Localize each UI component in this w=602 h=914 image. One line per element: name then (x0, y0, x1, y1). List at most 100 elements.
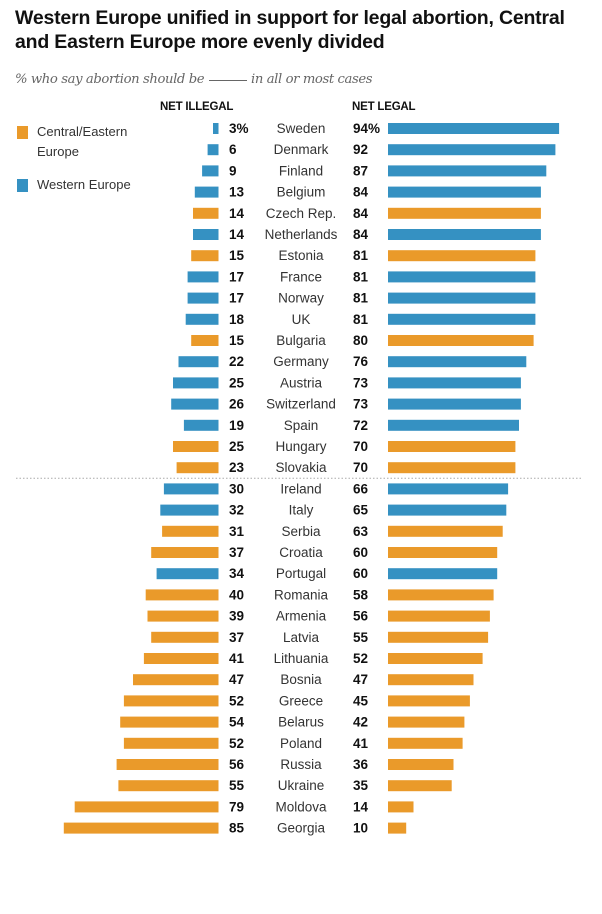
bar-illegal-switzerland (171, 398, 219, 410)
bar-legal-slovakia (388, 462, 516, 474)
label-country-norway: Norway (278, 291, 324, 306)
bar-legal-netherlands (388, 229, 541, 240)
label-country-romania: Romania (274, 587, 329, 602)
bar-illegal-slovakia (176, 462, 219, 474)
bar-illegal-portugal (156, 568, 219, 580)
bar-legal-czech-rep (388, 207, 541, 219)
bar-illegal-romania (145, 589, 219, 601)
label-country-slovakia: Slovakia (275, 460, 327, 475)
label-illegal-spain: 19 (229, 418, 244, 433)
label-legal-latvia: 55 (353, 630, 369, 645)
label-country-czech-rep: Czech Rep. (266, 206, 337, 221)
bar-legal-italy (388, 504, 507, 516)
bar-illegal-bosnia (133, 674, 219, 686)
chart-subtitle: % who say abortion should be in all or m… (15, 72, 373, 87)
label-legal-ukraine: 35 (353, 778, 369, 793)
label-legal-finland: 87 (353, 163, 368, 178)
bar-legal-romania (388, 589, 494, 601)
bar-legal-austria (388, 377, 521, 389)
label-legal-italy: 65 (353, 503, 369, 518)
bar-illegal-poland (123, 737, 219, 749)
label-legal-romania: 58 (353, 587, 369, 602)
label-country-belgium: Belgium (277, 185, 326, 200)
label-legal-bosnia: 47 (353, 672, 368, 687)
bar-legal-hungary (388, 441, 516, 452)
label-illegal-estonia: 15 (229, 248, 245, 263)
bar-legal-moldova (388, 801, 414, 813)
legend-swatch-west (17, 179, 28, 192)
label-country-latvia: Latvia (283, 630, 320, 645)
label-country-ukraine: Ukraine (278, 778, 325, 793)
bar-illegal-austria (173, 377, 219, 389)
legend-label-cee: Central/Eastern Europe (37, 124, 128, 159)
label-country-estonia: Estonia (278, 248, 324, 263)
label-country-france: France (280, 269, 322, 284)
bar-legal-finland (388, 165, 547, 177)
bar-illegal-hungary (173, 441, 219, 452)
label-illegal-georgia: 85 (229, 821, 245, 836)
label-illegal-armenia: 39 (229, 609, 244, 624)
label-legal-france: 81 (353, 269, 369, 284)
label-country-denmark: Denmark (274, 142, 329, 157)
label-country-russia: Russia (280, 757, 322, 772)
label-country-serbia: Serbia (281, 524, 321, 539)
bar-illegal-bulgaria (191, 335, 219, 346)
bar-legal-ireland (388, 483, 509, 495)
bar-legal-serbia (388, 525, 503, 537)
label-legal-czech-rep: 84 (353, 206, 369, 221)
bar-legal-poland (388, 737, 463, 749)
bar-legal-bosnia (388, 674, 474, 686)
label-illegal-czech-rep: 14 (229, 206, 245, 221)
bar-legal-portugal (388, 568, 498, 580)
label-country-germany: Germany (273, 354, 329, 369)
bar-illegal-croatia (151, 547, 219, 558)
label-illegal-bosnia: 47 (229, 672, 244, 687)
label-illegal-bulgaria: 15 (229, 333, 245, 348)
label-country-uk: UK (292, 312, 311, 327)
label-country-armenia: Armenia (276, 609, 327, 624)
label-legal-germany: 76 (353, 354, 369, 369)
bar-illegal-netherlands (193, 229, 219, 240)
label-legal-slovakia: 70 (353, 460, 368, 475)
label-illegal-ireland: 30 (229, 481, 244, 496)
label-legal-belgium: 84 (353, 185, 369, 200)
bar-illegal-norway (187, 292, 219, 304)
label-country-poland: Poland (280, 736, 322, 751)
label-legal-armenia: 56 (353, 609, 369, 624)
label-legal-belarus: 42 (353, 715, 368, 730)
label-illegal-lithuania: 41 (229, 651, 245, 666)
bar-legal-greece (388, 695, 470, 707)
legend-label-west: Western Europe (37, 177, 131, 192)
bar-illegal-italy (160, 504, 219, 516)
bar-illegal-belgium (194, 186, 219, 198)
bar-legal-germany (388, 356, 527, 368)
bar-legal-armenia (388, 610, 490, 622)
label-country-portugal: Portugal (276, 566, 326, 581)
label-country-belarus: Belarus (278, 715, 324, 730)
bar-illegal-finland (202, 165, 219, 177)
label-illegal-austria: 25 (229, 375, 245, 390)
label-illegal-uk: 18 (229, 312, 245, 327)
bar-legal-france (388, 271, 536, 283)
label-country-lithuania: Lithuania (274, 651, 329, 666)
label-illegal-romania: 40 (229, 587, 244, 602)
bar-legal-bulgaria (388, 335, 534, 346)
bar-legal-estonia (388, 250, 536, 262)
bar-illegal-spain (183, 419, 219, 431)
label-illegal-norway: 17 (229, 291, 244, 306)
bar-legal-uk (388, 313, 536, 325)
label-legal-switzerland: 73 (353, 397, 369, 412)
label-legal-estonia: 81 (353, 248, 369, 263)
bar-illegal-lithuania (143, 653, 219, 664)
net-illegal-header: NET ILLEGAL (160, 101, 234, 113)
bar-illegal-georgia (63, 822, 219, 834)
bar-legal-latvia (388, 631, 489, 643)
label-country-moldova: Moldova (275, 799, 327, 814)
subtitle-blank (209, 80, 247, 81)
label-illegal-portugal: 34 (229, 566, 245, 581)
bar-legal-croatia (388, 547, 498, 558)
bar-illegal-denmark (207, 144, 219, 156)
label-illegal-belarus: 54 (229, 715, 245, 730)
label-illegal-ukraine: 55 (229, 778, 245, 793)
bar-illegal-estonia (191, 250, 219, 262)
